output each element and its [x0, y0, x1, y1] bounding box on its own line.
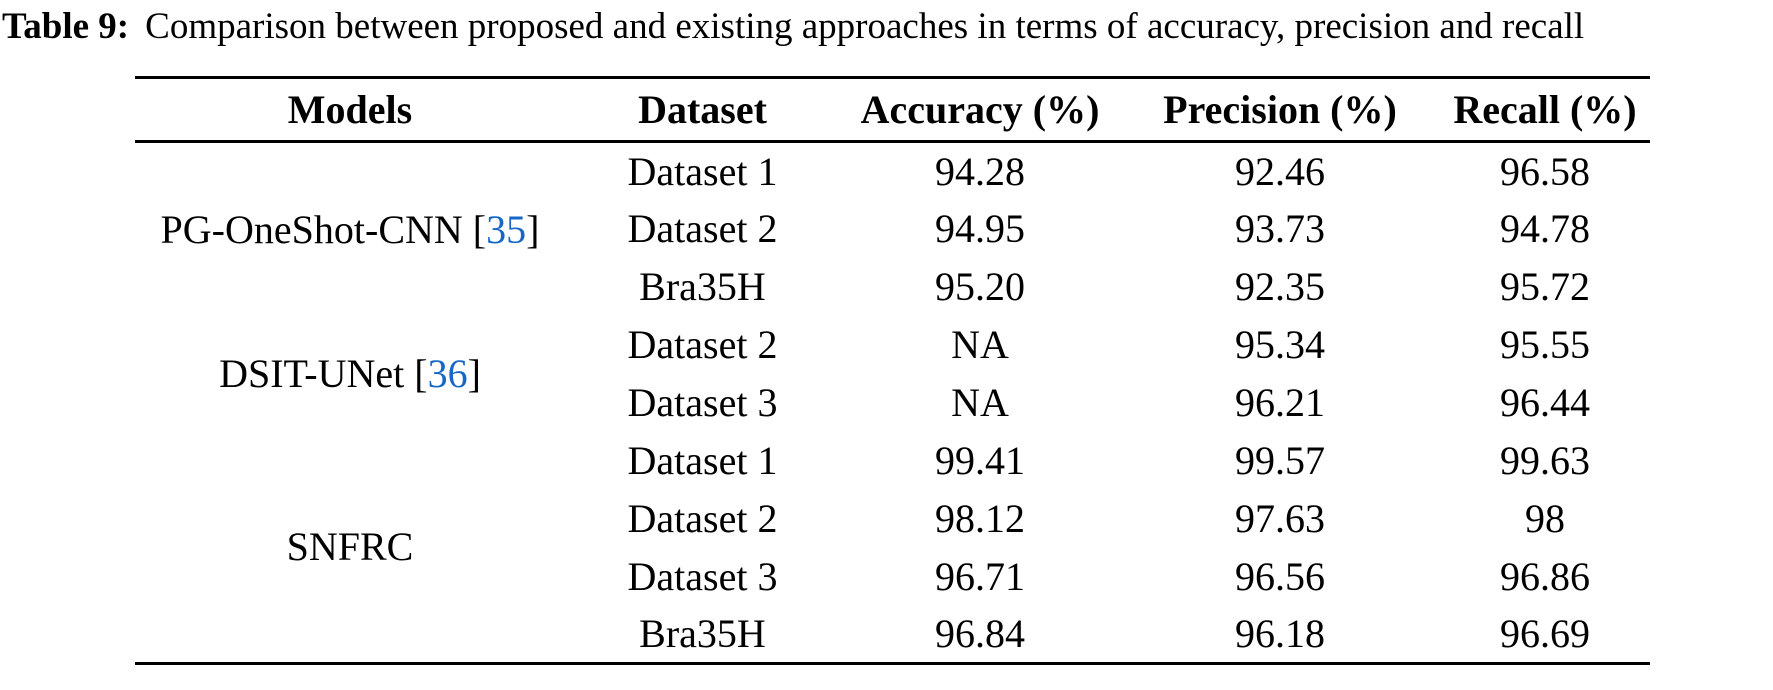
dataset-cell: Dataset 3	[627, 380, 778, 425]
recall-cell: 98	[1525, 496, 1565, 541]
precision-cell: 96.18	[1235, 611, 1325, 657]
dataset-cell: Bra35H	[639, 264, 766, 309]
precision-cell: 92.35	[1235, 264, 1325, 309]
col-header-precision: Precision (%)	[1120, 77, 1440, 143]
citation-bracket-close: ]	[467, 351, 481, 396]
dataset-cell: Dataset 1	[627, 438, 778, 483]
table-row: PG-OneShot-CNN [35] Dataset 1 94.28 92.46…	[135, 142, 1650, 252]
col-header-accuracy: Accuracy (%)	[840, 77, 1120, 143]
dataset-cell: Bra35H	[639, 611, 766, 657]
citation-bracket-close: ]	[526, 206, 540, 252]
table-row: Dataset 3 96.71 96.56 96.86	[135, 548, 1650, 606]
recall-cell: 96.58	[1500, 148, 1590, 194]
model-name: SNFRC	[286, 524, 414, 570]
results-table: Models Dataset Accuracy (%) Precision (%…	[135, 76, 1650, 665]
citation-link-36[interactable]: 36	[427, 351, 468, 396]
dataset-cell: Dataset 2	[627, 206, 778, 251]
dataset-cell: Dataset 1	[627, 148, 778, 194]
table-row: Dataset 2 94.95 93.73 94.78	[135, 200, 1650, 258]
recall-cell: 95.72	[1500, 264, 1590, 309]
caption-label: Table 9:	[2, 6, 130, 47]
accuracy-cell: 94.28	[935, 148, 1025, 194]
citation-link-35[interactable]: 35	[486, 206, 527, 252]
table-row: Bra35H 96.84 96.18 96.69	[135, 606, 1650, 664]
col-header-recall: Recall (%)	[1440, 77, 1650, 143]
accuracy-cell: NA	[951, 322, 1009, 367]
table-row: Bra35H 95.20 92.35 95.72	[135, 258, 1650, 316]
precision-cell: 99.57	[1235, 438, 1325, 483]
dataset-cell: Dataset 2	[627, 496, 778, 541]
model-name: DSIT-UNet	[219, 351, 405, 396]
header-row: Models Dataset Accuracy (%) Precision (%…	[135, 77, 1650, 143]
table-row: Dataset 2 98.12 97.63 98	[135, 490, 1650, 548]
recall-cell: 96.69	[1500, 611, 1590, 657]
col-header-models: Models	[135, 77, 565, 143]
dataset-cell: Dataset 2	[627, 322, 778, 367]
accuracy-cell: 95.20	[935, 264, 1025, 309]
precision-cell: 92.46	[1235, 148, 1325, 194]
accuracy-cell: 99.41	[935, 438, 1025, 483]
model-name: PG-OneShot-CNN	[160, 206, 463, 252]
citation-bracket-open: [	[472, 206, 487, 252]
table-row: DSIT-UNet [36] Dataset 2 NA 95.34 95.55	[135, 316, 1650, 396]
accuracy-cell: 96.84	[935, 611, 1025, 657]
accuracy-cell: 98.12	[935, 496, 1025, 541]
accuracy-cell: 94.95	[935, 206, 1025, 251]
recall-cell: 94.78	[1500, 206, 1590, 251]
model-cell-dsit-unet: DSIT-UNet [36]	[135, 316, 565, 432]
precision-cell: 93.73	[1235, 206, 1325, 251]
table-caption: Table 9: Comparison between proposed and …	[0, 0, 1773, 50]
precision-cell: 96.21	[1235, 380, 1325, 425]
dataset-cell: Dataset 3	[627, 554, 778, 599]
accuracy-cell: 96.71	[935, 554, 1025, 599]
precision-cell: 96.56	[1235, 554, 1325, 599]
table-row: SNFRC Dataset 1 99.41 99.57 99.63	[135, 432, 1650, 569]
precision-cell: 95.34	[1235, 322, 1325, 367]
accuracy-cell: NA	[951, 380, 1009, 425]
caption-text: Comparison between proposed and existing…	[145, 6, 1585, 47]
citation-bracket-open: [	[414, 351, 428, 396]
precision-cell: 97.63	[1235, 496, 1325, 541]
recall-cell: 96.86	[1500, 554, 1590, 599]
col-header-dataset: Dataset	[565, 77, 840, 143]
model-cell-snfrc: SNFRC	[135, 432, 565, 664]
recall-cell: 96.44	[1500, 380, 1590, 425]
table-row: Dataset 3 NA 96.21 96.44	[135, 374, 1650, 432]
recall-cell: 95.55	[1500, 322, 1590, 367]
recall-cell: 99.63	[1500, 438, 1590, 483]
model-cell-pg-oneshot-cnn: PG-OneShot-CNN [35]	[135, 142, 565, 316]
